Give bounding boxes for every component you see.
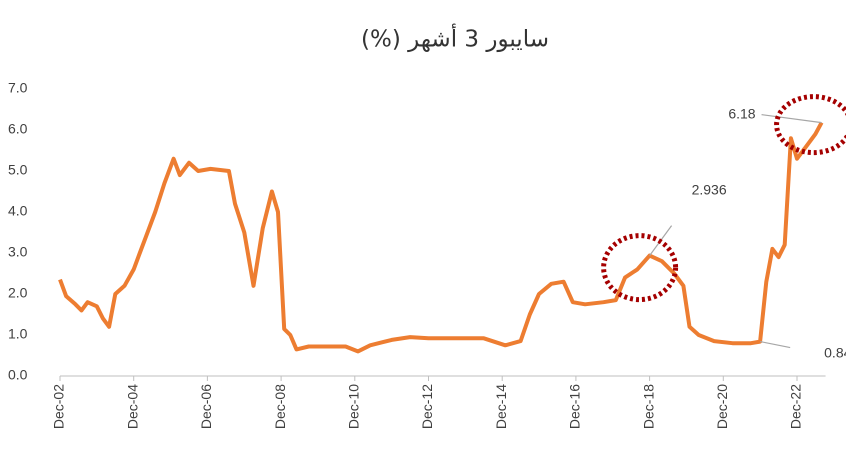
x-tick-label: Dec-04 xyxy=(124,384,140,429)
highlight-circle xyxy=(601,233,679,303)
annotation-label: 0.84... xyxy=(824,344,846,360)
x-tick-label: Dec-10 xyxy=(346,384,362,429)
x-tick-label: Dec-18 xyxy=(640,384,656,429)
x-tick-label: Dec-16 xyxy=(567,384,583,429)
annotation-leader xyxy=(760,340,791,349)
annotation-leader xyxy=(761,114,822,124)
annotation-label: 2.936 xyxy=(692,181,727,197)
chart-title: سايبور 3 أشهر (%) xyxy=(361,24,549,53)
x-tick-label: Dec-02 xyxy=(51,384,67,429)
x-tick-label: Dec-12 xyxy=(419,384,435,429)
y-tick-label: 0.0 xyxy=(8,367,28,383)
y-tick-label: 1.0 xyxy=(8,326,28,342)
y-tick-label: 5.0 xyxy=(8,162,28,178)
y-tick-label: 4.0 xyxy=(8,203,28,219)
annotation-label: 6.18 xyxy=(728,105,755,121)
highlight-circle xyxy=(774,94,846,156)
x-tick-label: Dec-14 xyxy=(493,384,509,429)
y-tick-label: 3.0 xyxy=(8,244,28,260)
x-tick-label: Dec-06 xyxy=(198,384,214,429)
x-tick-label: Dec-20 xyxy=(714,384,730,429)
y-tick-label: 7.0 xyxy=(8,80,28,96)
series-line xyxy=(58,121,824,354)
y-tick-label: 6.0 xyxy=(8,121,28,137)
y-tick-label: 2.0 xyxy=(8,285,28,301)
x-tick-label: Dec-08 xyxy=(272,384,288,429)
x-tick-label: Dec-22 xyxy=(788,384,804,429)
